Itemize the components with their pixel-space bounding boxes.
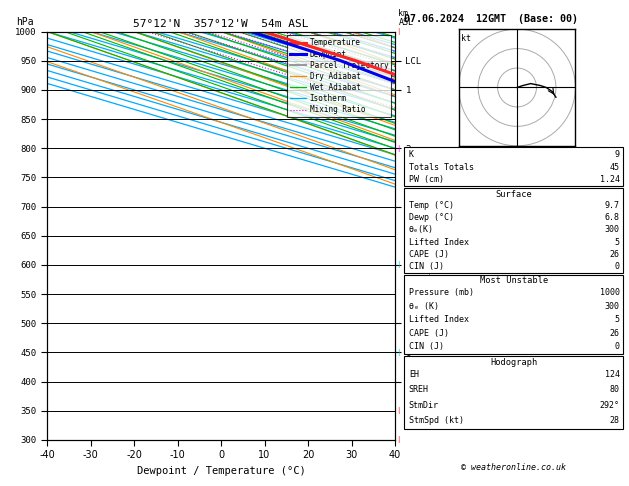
Text: 5: 5 xyxy=(615,315,620,324)
Legend: Temperature, Dewpoint, Parcel Trajectory, Dry Adiabat, Wet Adiabat, Isotherm, Mi: Temperature, Dewpoint, Parcel Trajectory… xyxy=(287,35,391,117)
Text: 5: 5 xyxy=(615,238,620,246)
Text: Most Unstable: Most Unstable xyxy=(480,277,548,285)
Text: StmDir: StmDir xyxy=(409,400,439,410)
Text: |: | xyxy=(397,407,399,414)
Text: Dewp (°C): Dewp (°C) xyxy=(409,213,454,222)
Text: CIN (J): CIN (J) xyxy=(409,342,444,351)
Text: 28: 28 xyxy=(610,416,620,425)
Y-axis label: Mixing Ratio (g/kg): Mixing Ratio (g/kg) xyxy=(425,188,433,283)
Text: CAPE (J): CAPE (J) xyxy=(409,250,449,259)
Text: 80: 80 xyxy=(610,385,620,395)
Text: |: | xyxy=(397,145,399,152)
Text: 26: 26 xyxy=(610,329,620,338)
Title: 57°12'N  357°12'W  54m ASL: 57°12'N 357°12'W 54m ASL xyxy=(133,19,309,30)
Text: 26: 26 xyxy=(610,250,620,259)
Text: θₑ(K): θₑ(K) xyxy=(409,226,434,234)
Text: PW (cm): PW (cm) xyxy=(409,175,444,184)
Text: StmSpd (kt): StmSpd (kt) xyxy=(409,416,464,425)
Text: 07.06.2024  12GMT  (Base: 00): 07.06.2024 12GMT (Base: 00) xyxy=(404,14,579,24)
Text: 1.24: 1.24 xyxy=(599,175,620,184)
Text: θₑ (K): θₑ (K) xyxy=(409,301,439,311)
Text: |: | xyxy=(397,349,399,356)
Text: EH: EH xyxy=(409,370,419,379)
Text: 45: 45 xyxy=(610,163,620,172)
Text: CIN (J): CIN (J) xyxy=(409,262,444,271)
Text: 9: 9 xyxy=(615,150,620,159)
Text: km
ASL: km ASL xyxy=(399,9,413,27)
Text: 6.8: 6.8 xyxy=(604,213,620,222)
Text: kt: kt xyxy=(460,34,470,43)
Text: Temp (°C): Temp (°C) xyxy=(409,201,454,210)
Text: Hodograph: Hodograph xyxy=(490,358,538,366)
Text: |: | xyxy=(397,28,399,35)
Text: hPa: hPa xyxy=(16,17,33,27)
Text: Lifted Index: Lifted Index xyxy=(409,315,469,324)
Text: Pressure (mb): Pressure (mb) xyxy=(409,288,474,297)
Text: 300: 300 xyxy=(604,226,620,234)
Text: 0: 0 xyxy=(615,342,620,351)
Text: 124: 124 xyxy=(604,370,620,379)
Text: 1000: 1000 xyxy=(599,288,620,297)
Text: 9.7: 9.7 xyxy=(604,201,620,210)
X-axis label: Dewpoint / Temperature (°C): Dewpoint / Temperature (°C) xyxy=(136,466,306,476)
Text: K: K xyxy=(409,150,414,159)
Text: 292°: 292° xyxy=(599,400,620,410)
Text: 300: 300 xyxy=(604,301,620,311)
Text: CAPE (J): CAPE (J) xyxy=(409,329,449,338)
Text: 0: 0 xyxy=(615,262,620,271)
Text: Totals Totals: Totals Totals xyxy=(409,163,474,172)
Text: SREH: SREH xyxy=(409,385,429,395)
Text: |: | xyxy=(397,436,399,443)
Text: Surface: Surface xyxy=(496,190,532,199)
Text: |: | xyxy=(397,261,399,268)
Text: Lifted Index: Lifted Index xyxy=(409,238,469,246)
Text: © weatheronline.co.uk: © weatheronline.co.uk xyxy=(462,463,566,472)
